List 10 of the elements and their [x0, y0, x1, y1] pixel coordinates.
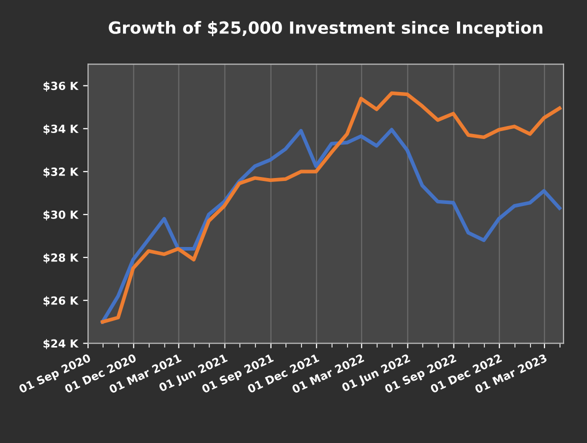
- line-series: [100, 128, 562, 324]
- y-tick-label: $24 K: [44, 339, 79, 350]
- y-tick-label: $28 K: [44, 253, 79, 264]
- y-tick-label: $34 K: [44, 124, 79, 134]
- y-tick-label: $30 K: [44, 210, 79, 220]
- y-tick-label: $36 K: [44, 81, 79, 92]
- y-tick-label: $26 K: [44, 296, 79, 306]
- y-tick-label: $32 K: [44, 167, 79, 178]
- chart-title: Growth of $25,000 Investment since Inception: [108, 21, 542, 38]
- line-series: [100, 91, 562, 324]
